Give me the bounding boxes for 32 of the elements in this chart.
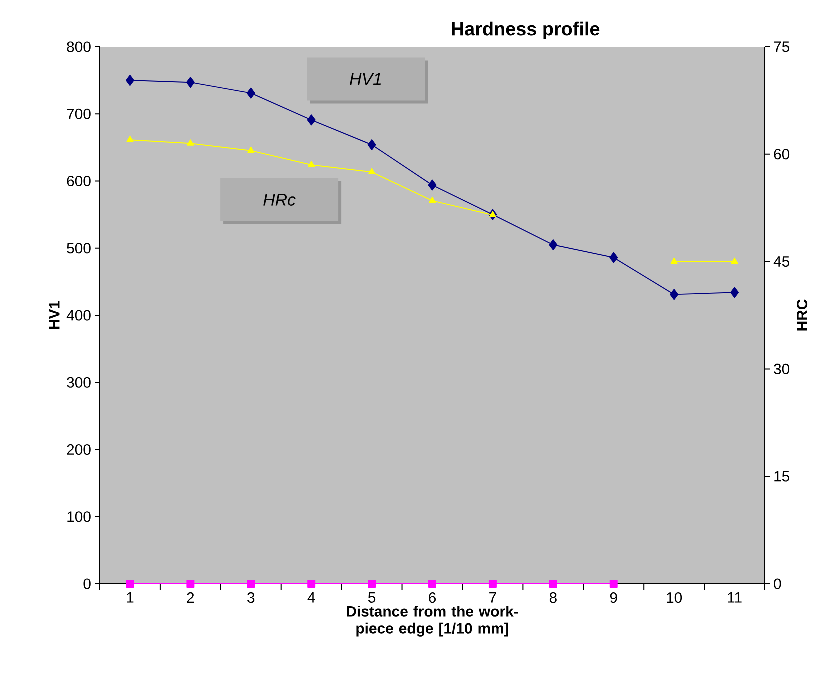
x-tick-label: 4 <box>308 592 316 603</box>
y-tick-label: 200 <box>67 444 91 456</box>
x-tick-label: 5 <box>368 592 376 603</box>
series-label: HRc <box>264 194 296 206</box>
x-tick-label: 2 <box>187 592 194 603</box>
y-tick-label: 100 <box>68 512 91 522</box>
x-tick-label: 1 <box>127 592 134 603</box>
x-axis-title: Distance from the work-piece edge [1/10 mm] <box>347 606 518 637</box>
y-tick-label: 500 <box>67 243 91 254</box>
y-tick-label: 700 <box>67 108 91 120</box>
x-tick-label: 8 <box>550 592 557 604</box>
chart-title: Hardness profile <box>452 22 600 40</box>
y-tick-label: 400 <box>66 310 91 321</box>
y2-tick-label: 0 <box>774 578 782 590</box>
y-tick-label: 800 <box>67 42 91 52</box>
x-tick-label: 9 <box>610 592 618 604</box>
x-tick-label: 3 <box>248 592 255 604</box>
y-tick-label: 300 <box>67 377 91 388</box>
y-axis-title: HV1 <box>49 301 60 330</box>
y2-tick-label: 15 <box>774 471 790 482</box>
x-tick-label: 10 <box>667 592 682 604</box>
x-tick-label: 7 <box>490 592 496 603</box>
y-tick-label: 0 <box>84 578 91 590</box>
y2-tick-label: 60 <box>774 149 790 160</box>
x-tick-label: 6 <box>429 592 436 604</box>
y2-tick-label: 75 <box>774 42 790 52</box>
y2-tick-label: 45 <box>774 256 790 268</box>
y-tick-label: 600 <box>67 176 91 187</box>
text: HV1 <box>350 73 382 86</box>
y2-tick-label: 30 <box>774 364 790 374</box>
x-tick-label: 11 <box>728 592 742 603</box>
y2-axis-title: HRC <box>796 300 808 331</box>
